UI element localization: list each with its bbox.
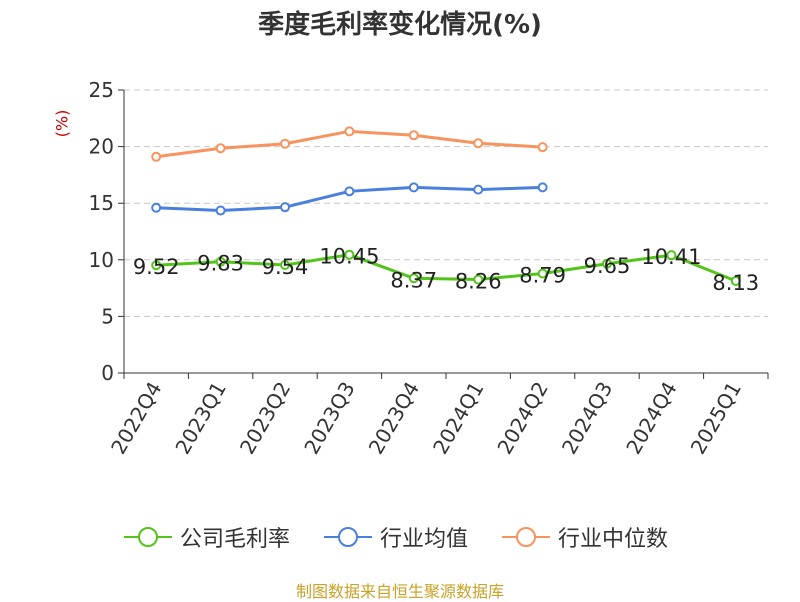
data-point [344, 186, 355, 197]
legend-marker-industry-mean [324, 527, 372, 547]
data-point [280, 202, 290, 213]
series-line [156, 253, 737, 283]
y-tick-label: 10 [89, 248, 114, 272]
legend-label-industry-median: 行业中位数 [558, 527, 669, 552]
data-point [537, 268, 548, 279]
chart-title: 季度毛利率变化情况(%) [258, 10, 542, 40]
y-tick-label: 5 [101, 304, 114, 328]
legend-label-industry-mean: 行业均值 [380, 527, 469, 552]
data-point [473, 274, 484, 285]
data-label: 10.45 [319, 245, 379, 269]
legend-marker-industry-median [502, 527, 550, 547]
data-point [602, 258, 612, 269]
legend-item-industry-mean[interactable]: 行业均值 [322, 520, 468, 554]
data-label: 9.65 [584, 254, 631, 278]
data-point [537, 182, 548, 193]
data-point [151, 202, 162, 213]
data-point [537, 142, 548, 153]
data-point [151, 260, 162, 271]
x-tick-label: 2023Q4 [364, 378, 424, 459]
x-tick-label: 2023Q1 [170, 378, 230, 459]
x-tick-label: 2024Q2 [492, 378, 552, 459]
data-source-note: 制图数据来自恒生聚源数据库 [295, 582, 504, 601]
data-point [666, 250, 677, 261]
data-label: 10.41 [641, 245, 701, 269]
data-label: 9.52 [133, 255, 180, 279]
x-tick-label: 2023Q2 [235, 378, 295, 459]
legend-marker-company [124, 527, 172, 547]
data-point [151, 151, 162, 162]
data-point [408, 130, 419, 141]
data-point [408, 273, 419, 284]
data-point [344, 249, 355, 260]
legend-item-company[interactable]: 公司毛利率 [122, 520, 290, 554]
data-point [280, 260, 290, 271]
x-tick-label: 2022Q4 [106, 378, 166, 459]
data-label: 8.13 [712, 271, 759, 295]
legend-label-company: 公司毛利率 [180, 527, 291, 552]
x-tick-label: 2024Q1 [428, 378, 488, 459]
y-tick-label: 15 [89, 191, 114, 215]
data-point [215, 256, 226, 267]
data-label: 8.26 [455, 269, 502, 293]
data-point [730, 275, 741, 286]
data-label: 8.37 [390, 268, 437, 292]
x-tick-label: 2024Q4 [621, 378, 681, 459]
data-point [344, 126, 355, 137]
legend: 公司毛利率 行业均值 行业中位数 [0, 520, 800, 554]
x-tick-label: 2024Q3 [557, 378, 617, 459]
y-tick-label: 25 [89, 78, 114, 102]
y-tick-label: 20 [89, 135, 114, 159]
data-point [215, 205, 226, 216]
y-tick-label: 0 [101, 361, 114, 385]
data-point [280, 138, 290, 149]
data-label: 9.54 [262, 255, 309, 279]
data-point [473, 184, 484, 195]
data-point [408, 182, 419, 193]
data-point [473, 138, 484, 149]
x-tick-label: 2025Q1 [686, 378, 746, 459]
data-label: 9.83 [197, 252, 244, 276]
x-tick-label: 2023Q3 [299, 378, 359, 459]
legend-item-industry-median[interactable]: 行业中位数 [500, 520, 668, 554]
data-point [215, 143, 226, 154]
data-label: 8.79 [519, 263, 566, 287]
